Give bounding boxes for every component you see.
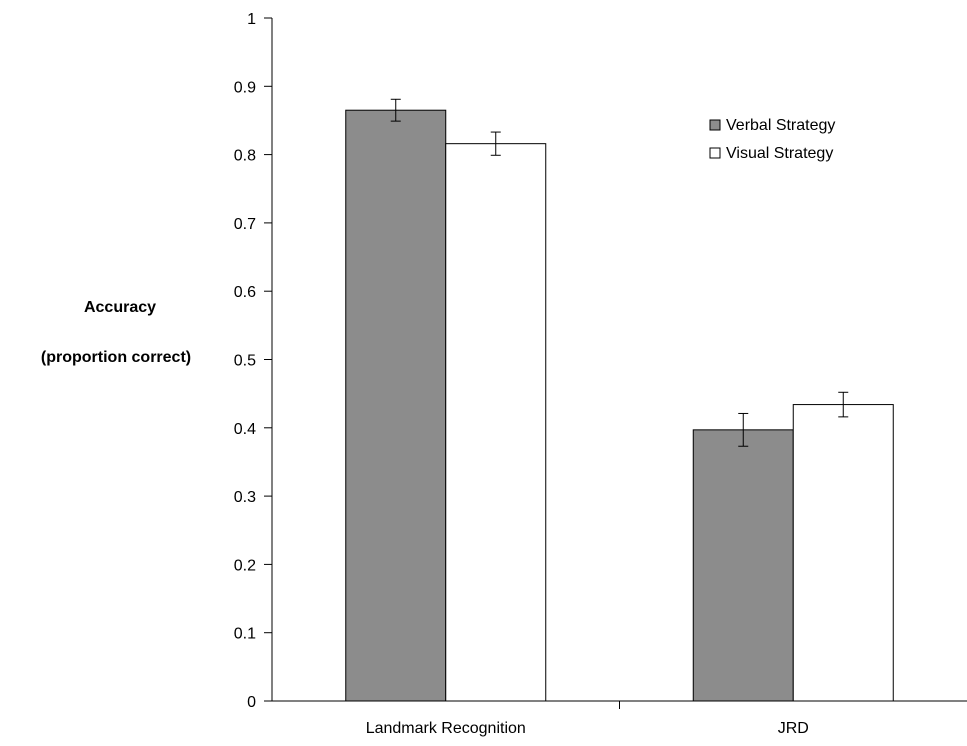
y-tick-label: 0.5	[234, 353, 256, 370]
y-tick-label: 0.8	[234, 148, 256, 165]
bar	[692, 429, 794, 702]
y-axis-label-line-2: (proportion correct)	[41, 349, 191, 366]
y-tick-label: 0.7	[234, 216, 256, 233]
y-tick-label: 0.2	[234, 557, 256, 574]
legend-swatch	[709, 147, 721, 159]
bar	[345, 109, 447, 702]
legend-label: Visual Strategy	[726, 145, 833, 162]
x-category-label: Landmark Recognition	[366, 720, 526, 737]
legend-swatch	[709, 119, 721, 131]
y-tick-label: 0.4	[234, 421, 256, 438]
y-axis-label-line-1: Accuracy	[84, 299, 156, 316]
y-tick-label: 0.1	[234, 626, 256, 643]
y-tick-label: 0.9	[234, 79, 256, 96]
y-axis-label: Accuracy (proportion correct)	[41, 299, 191, 366]
x-category-label: JRD	[778, 720, 809, 737]
legend-label: Verbal Strategy	[726, 117, 835, 134]
y-tick-label: 0.6	[234, 284, 256, 301]
legend: Verbal Strategy Visual Strategy	[709, 117, 835, 162]
y-tick-label: 0.3	[234, 489, 256, 506]
y-tick-label: 0	[247, 694, 256, 711]
bar	[445, 143, 547, 702]
y-tick-label: 1	[247, 11, 256, 28]
bar	[792, 404, 894, 702]
plot-area: 0 0.1 0.2 0.3 0.4 0.5 0.6 0.7 0.8 0.9 1 Landmark Re…	[234, 11, 967, 737]
